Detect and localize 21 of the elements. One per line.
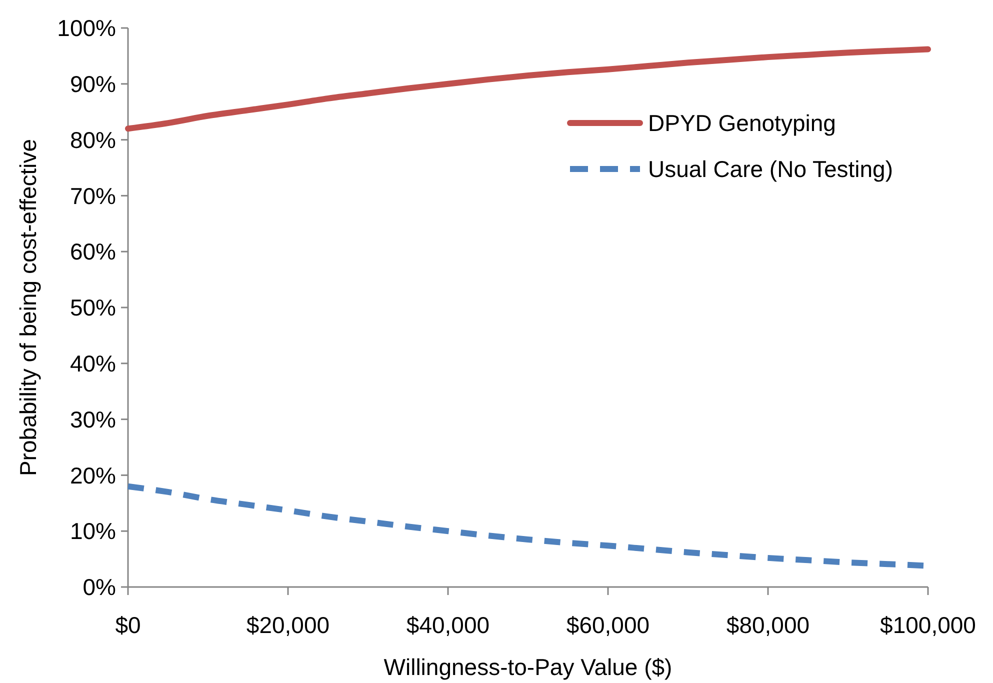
y-axis-title: Probability of being cost-effective <box>15 138 41 476</box>
x-tick-label: $80,000 <box>726 612 810 638</box>
y-tick-label: 0% <box>82 574 116 600</box>
x-tick-label: $20,000 <box>246 612 330 638</box>
x-axis-title: Willingness-to-Pay Value ($) <box>384 654 672 680</box>
y-tick-label: 80% <box>70 126 116 153</box>
y-tick-label: 60% <box>70 238 116 265</box>
x-tick-label: $40,000 <box>406 612 490 638</box>
y-tick-label: 100% <box>57 15 116 42</box>
y-tick-label: 10% <box>70 518 116 544</box>
y-tick-label: 90% <box>70 70 116 97</box>
y-tick-label: 50% <box>70 294 116 321</box>
y-tick-label: 40% <box>70 350 116 376</box>
x-tick-label: $100,000 <box>880 612 976 638</box>
y-tick-label: 70% <box>70 182 116 209</box>
legend-label: DPYD Genotyping <box>648 110 836 136</box>
legend-label: Usual Care (No Testing) <box>648 156 894 182</box>
y-tick-label: 30% <box>70 406 116 432</box>
y-tick-label: 20% <box>70 462 116 488</box>
x-tick-label: $0 <box>115 612 141 638</box>
x-tick-label: $60,000 <box>566 612 650 638</box>
